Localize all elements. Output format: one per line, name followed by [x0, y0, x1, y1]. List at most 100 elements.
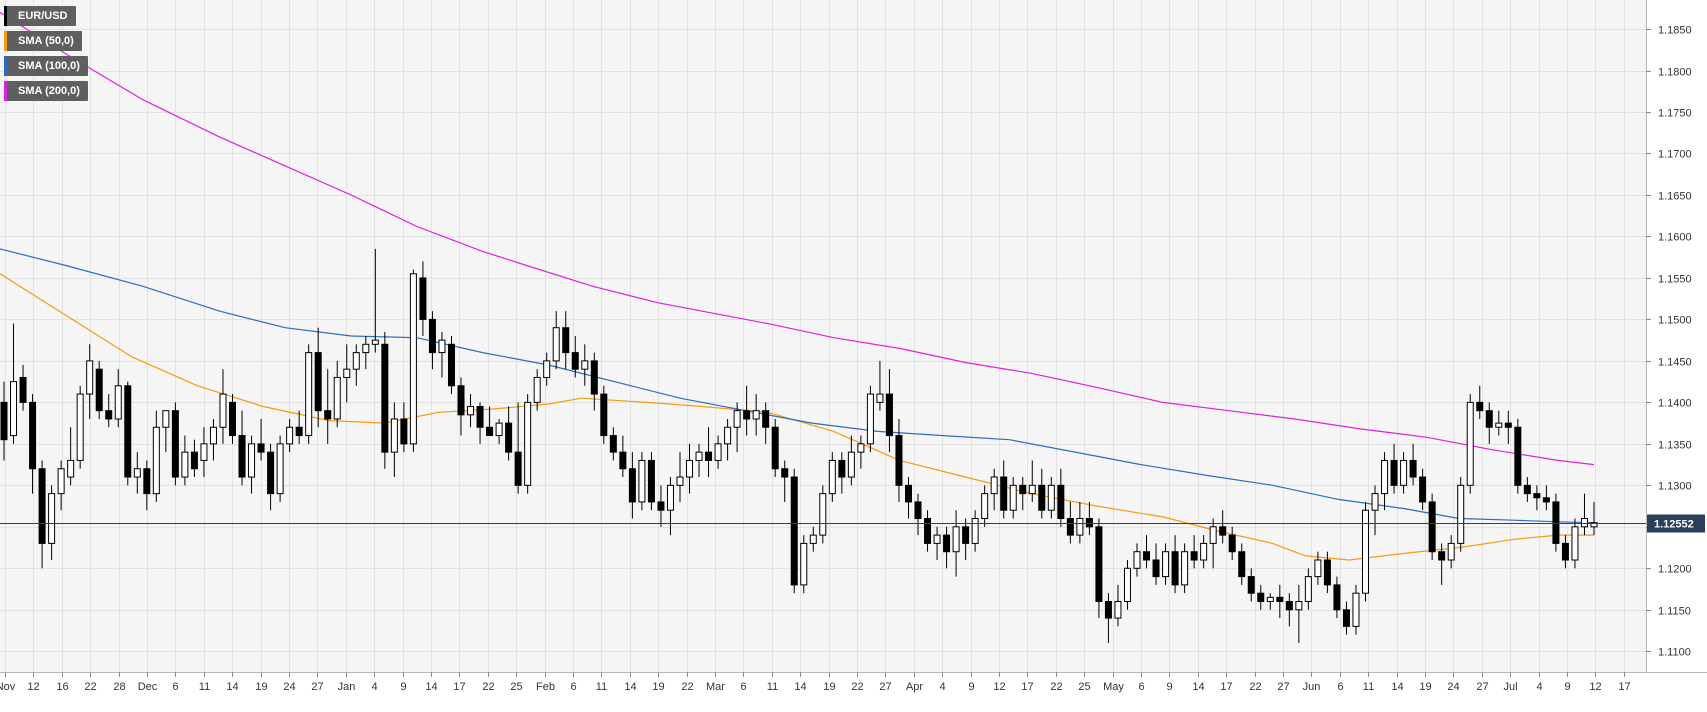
x-tick-label: 24: [1447, 681, 1459, 693]
candle-body-down: [1095, 526, 1103, 602]
x-tick-label: 9: [968, 681, 974, 693]
candle-body-up: [1457, 484, 1465, 544]
candle-body-down: [1066, 518, 1074, 536]
candle-body-up: [467, 406, 475, 416]
candle-body-down: [1485, 410, 1493, 428]
y-tick-label: 1.1600: [1658, 232, 1692, 244]
candle: [1476, 385, 1484, 419]
candle: [76, 385, 84, 469]
candle-body-up: [1133, 551, 1141, 569]
candle-body-down: [1552, 501, 1560, 544]
x-tick-label: 24: [283, 681, 295, 693]
legend-item-eurusd[interactable]: EUR/USD: [4, 6, 76, 26]
candle-body-down: [962, 526, 970, 544]
candle: [1095, 518, 1103, 619]
candle: [505, 406, 513, 461]
candle-body-down: [1333, 584, 1341, 611]
candle: [467, 394, 475, 428]
candle: [781, 460, 789, 502]
candle: [571, 336, 579, 378]
candle: [276, 435, 284, 502]
candle-body-down: [1152, 559, 1160, 578]
candle-body-up: [67, 459, 75, 478]
candle-body-down: [1247, 576, 1255, 594]
y-tick-label: 1.1500: [1658, 315, 1692, 327]
candle-body-up: [1295, 600, 1303, 611]
candle-body-down: [1190, 551, 1198, 561]
candle: [762, 402, 770, 444]
candle-body-down: [419, 277, 427, 320]
legend-label: SMA (50,0): [18, 35, 74, 47]
candle-body-down: [1228, 534, 1236, 553]
candle-body-up: [1314, 559, 1322, 578]
legend-item-sma-50[interactable]: SMA (50,0): [4, 31, 82, 51]
candle-body-up: [638, 459, 646, 503]
legend-item-sma-200[interactable]: SMA (200,0): [4, 81, 88, 101]
candle-body-down: [1390, 459, 1398, 486]
candle: [133, 452, 141, 494]
candle: [124, 381, 132, 486]
x-tick-label: 4: [371, 681, 377, 693]
y-axis-ticks: 1.1850 1.1800 1.1750 1.1700 1.1650 1.1600 1.15…: [1646, 25, 1692, 659]
candle-body-down: [609, 435, 617, 453]
candle: [219, 369, 227, 444]
candle-body-up: [1466, 401, 1474, 486]
candle: [19, 365, 27, 411]
candle: [409, 269, 417, 453]
candle: [105, 394, 113, 428]
candle: [857, 435, 865, 469]
x-axis-ticks: Nov 12 16 22 28 Dec 6 11 14 19 24 27 Jan 4 9 14 17 22 25 Fe…: [0, 672, 1631, 693]
candle: [1409, 443, 1417, 486]
candle: [1000, 460, 1008, 519]
candle: [1038, 468, 1046, 519]
candle: [895, 418, 903, 502]
candle: [438, 331, 446, 378]
candle: [714, 435, 722, 469]
candle-body-down: [428, 318, 436, 354]
x-tick-label: 11: [596, 681, 607, 693]
candle: [95, 360, 103, 419]
candle: [1076, 501, 1084, 544]
candle: [152, 410, 160, 502]
legend-item-sma-100[interactable]: SMA (100,0): [4, 56, 88, 76]
candle-body-down: [562, 327, 570, 354]
legend-swatch: [4, 31, 7, 51]
candle: [914, 493, 922, 536]
candle-body-down: [705, 451, 713, 461]
candle: [657, 485, 665, 527]
candle: [343, 344, 351, 403]
candle: [1466, 394, 1474, 494]
candle-body-up: [1361, 509, 1369, 594]
candle: [209, 418, 217, 461]
candle-body-up: [200, 443, 208, 461]
candle-body-up: [57, 468, 65, 495]
candle-body-down: [38, 468, 46, 544]
x-tick-label: 17: [1618, 681, 1630, 693]
candle: [552, 311, 560, 370]
x-tick-label: 17: [1021, 681, 1033, 693]
candle-body-up: [1047, 484, 1055, 511]
x-tick-label: 14: [226, 681, 238, 693]
candle-body-down: [476, 406, 484, 428]
candle: [1495, 410, 1503, 436]
candle: [1209, 518, 1217, 569]
candle: [200, 427, 208, 478]
y-tick-label: 1.1750: [1658, 108, 1692, 120]
legend-swatch: [4, 81, 7, 101]
candle: [267, 443, 275, 511]
candle: [866, 385, 874, 453]
candle-body-up: [1590, 522, 1598, 528]
candle-body-down: [600, 393, 608, 437]
candle-body-down: [1419, 476, 1427, 503]
candle: [1571, 518, 1579, 569]
y-tick-label: 1.1650: [1658, 191, 1692, 203]
candle: [1028, 460, 1036, 502]
candle: [1133, 543, 1141, 577]
candle: [1533, 485, 1541, 511]
candle: [238, 410, 246, 486]
candle: [1228, 526, 1236, 560]
candle: [1266, 593, 1274, 610]
candle: [1276, 584, 1284, 619]
x-tick-label: 4: [1536, 681, 1542, 693]
